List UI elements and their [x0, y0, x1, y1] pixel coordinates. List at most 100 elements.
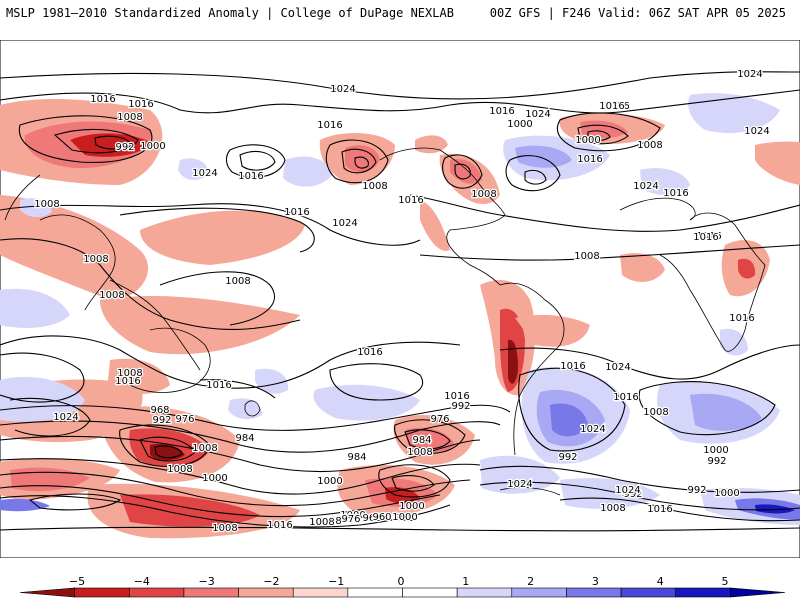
isobar-label: 1016: [90, 94, 115, 105]
isobar-label: 1008: [574, 251, 599, 262]
isobar-label: 1024: [744, 126, 769, 137]
chart-title: MSLP 1981–2010 Standardized Anomaly | Co…: [6, 6, 454, 20]
isobar-label: 1008: [637, 140, 662, 151]
isobar-label: 976: [341, 514, 360, 525]
isobar-label: 1016: [693, 232, 718, 243]
isobar-label: 1000: [317, 476, 342, 487]
isobar-label: 1000: [140, 141, 165, 152]
isobar-label: 992: [558, 452, 577, 463]
colorbar-segment: [675, 587, 731, 598]
colorbar-tick-label: −2: [263, 575, 279, 588]
colorbar-segment: [347, 587, 403, 598]
colorbar-segment: [183, 587, 239, 598]
isobar-label: 1008: [309, 517, 334, 528]
isobar-label: 1016: [317, 120, 342, 131]
isobar-label: 1016: [604, 101, 629, 112]
isobar-label: 1008: [117, 112, 142, 123]
isobar-label: 984: [412, 435, 431, 446]
isobar-label: 992: [623, 489, 642, 500]
isobar-label: 1016: [398, 195, 423, 206]
positive-anomaly-area: [640, 168, 690, 196]
positive-anomaly-area: [690, 393, 762, 431]
isobar-label: 1024: [192, 168, 217, 179]
negative-anomaly-area: [415, 135, 448, 154]
isobar-label: 1016: [206, 380, 231, 391]
negative-anomaly-area: [508, 339, 518, 384]
positive-anomaly-area: [178, 158, 209, 181]
colorbar-segment: [128, 587, 185, 598]
isobar-label: 992: [115, 142, 134, 153]
isobar-label: 1016: [577, 154, 602, 165]
isobar-label: 1008: [117, 368, 142, 379]
isobar-label: 1008: [316, 516, 341, 527]
colorbar-segment: [566, 587, 622, 598]
isobar-label: 1008: [407, 447, 432, 458]
colorbar-segments: [19, 587, 786, 598]
isobar-label: 1016: [267, 520, 292, 531]
isobar-label: 1024: [525, 109, 550, 120]
colorbar-segment: [620, 587, 677, 598]
negative-anomaly-area: [120, 494, 260, 527]
colorbar-tick-label: 4: [657, 575, 664, 588]
colorbar-tick-label: 2: [527, 575, 534, 588]
isobar-label: 992: [707, 456, 726, 467]
isobar-label: 1024: [633, 181, 658, 192]
negative-anomaly-area: [738, 258, 756, 279]
positive-anomaly-area: [255, 368, 289, 394]
isobar-label: 1008: [471, 189, 496, 200]
positive-anomaly-area: [515, 145, 572, 168]
isobar-label: 992: [394, 513, 413, 524]
isobar-label: 1000: [202, 473, 227, 484]
isobars: [0, 71, 800, 532]
isobar-label: 984: [235, 433, 254, 444]
colorbar-segment: [456, 587, 513, 598]
isobar-label: 968: [362, 513, 381, 524]
colorbar-segment: [402, 587, 458, 598]
isobar-label: 1008: [362, 181, 387, 192]
isobar-label: 1016: [663, 188, 688, 199]
isobar-label: 1016: [613, 392, 638, 403]
isobar-label: 1016: [696, 231, 721, 242]
isobar-label: 960: [372, 512, 391, 523]
isobar-label: 1008: [600, 503, 625, 514]
isobar-label: 992: [687, 485, 706, 496]
positive-anomaly-area: [480, 455, 560, 494]
colorbar-tick-label: −4: [134, 575, 150, 588]
colorbar-tick-label: −5: [69, 575, 85, 588]
positive-anomaly-area: [550, 403, 588, 437]
isobar-label: 1016: [489, 106, 514, 117]
isobar-label: 1008: [192, 443, 217, 454]
colorbar-tick-label: −1: [328, 575, 344, 588]
isobar-label: 1016: [560, 361, 585, 372]
isobar-label: 1000: [575, 135, 600, 146]
positive-anomaly-area: [20, 198, 52, 218]
isobar-label: 1024: [737, 69, 762, 80]
isobar-label: 1008: [225, 276, 250, 287]
colorbar-tick-label: 0: [398, 575, 405, 588]
isobar-label: 1016: [444, 391, 469, 402]
isobar-label: 976: [175, 414, 194, 425]
isobar-label: 1024: [580, 424, 605, 435]
isobar-label: 1000: [399, 501, 424, 512]
positive-anomaly-area: [688, 93, 780, 134]
colorbar-segment: [511, 587, 567, 598]
colorbar-segment: [19, 587, 75, 598]
positive-anomaly-area: [755, 504, 795, 514]
isobar-label: 1000: [340, 510, 365, 521]
isobar-label: 1008: [34, 199, 59, 210]
colorbar-segment: [238, 587, 294, 598]
isobar-label: 1008: [83, 254, 108, 265]
isobar-label: 1016: [128, 99, 153, 110]
negative-anomaly-area: [620, 253, 665, 282]
colorbar-tick-label: −3: [198, 575, 214, 588]
colorbar-segment: [730, 587, 786, 598]
isobar-label: 1008: [212, 523, 237, 534]
isobar-label: 1016: [284, 207, 309, 218]
negative-anomaly-area: [140, 210, 305, 265]
isobar-label: 1016: [647, 504, 672, 515]
colorbar-segment: [74, 587, 130, 598]
negative-anomaly-area: [420, 200, 450, 251]
isobar-label: 1024: [507, 479, 532, 490]
isobar-label: 992: [451, 401, 470, 412]
